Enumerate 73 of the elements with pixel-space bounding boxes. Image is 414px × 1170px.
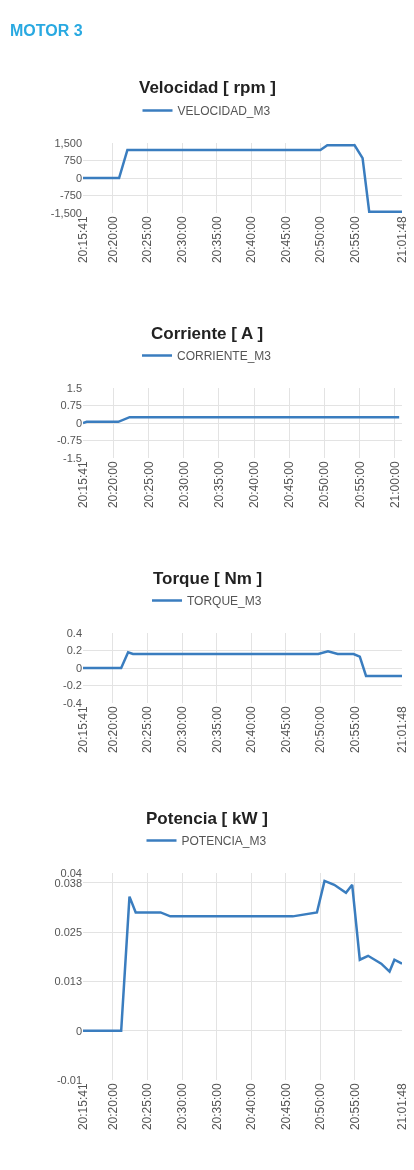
x-tick-label: 20:50:00 bbox=[313, 706, 328, 754]
y-tick-label: 1.5 bbox=[66, 381, 82, 394]
x-tick-label: 21:01:48 bbox=[394, 216, 409, 264]
x-tick-label: 20:55:00 bbox=[347, 706, 362, 754]
x-tick-label: 20:50:00 bbox=[317, 461, 332, 509]
x-tick-label: 20:25:00 bbox=[140, 706, 155, 754]
chart-title: Corriente [ A ] bbox=[151, 324, 264, 343]
x-tick-label: 20:15:41 bbox=[75, 1083, 90, 1131]
y-tick-label: -1,500 bbox=[50, 206, 82, 219]
x-tick-label: 20:35:00 bbox=[209, 1083, 224, 1131]
y-tick-label: 0 bbox=[75, 1024, 82, 1037]
x-tick-label: 20:45:00 bbox=[278, 706, 293, 754]
text: MOTOR 3 bbox=[10, 22, 83, 39]
y-tick-label: 1,500 bbox=[54, 136, 82, 149]
y-tick-label: 0.2 bbox=[66, 644, 82, 657]
x-tick-label: 20:45:00 bbox=[278, 1083, 293, 1131]
y-tick-label: -750 bbox=[59, 189, 82, 202]
x-tick-label: 20:55:00 bbox=[347, 1083, 362, 1131]
x-tick-label: 21:00:00 bbox=[387, 461, 402, 509]
x-tick-label: 20:20:00 bbox=[105, 706, 120, 754]
line-series bbox=[83, 144, 402, 213]
legend-label: POTENCIA_M3 bbox=[181, 834, 267, 849]
y-tick-label: 0.038 bbox=[54, 876, 82, 889]
x-tick-label: 20:35:00 bbox=[209, 216, 224, 264]
y-tick-label: -0.75 bbox=[56, 434, 82, 447]
x-tick-label: 20:35:00 bbox=[209, 706, 224, 754]
x-tick-label: 20:45:00 bbox=[278, 216, 293, 264]
y-tick-label: -0.2 bbox=[63, 679, 82, 692]
x-tick-label: 21:01:48 bbox=[394, 1083, 409, 1131]
x-tick-label: 20:20:00 bbox=[105, 1083, 120, 1131]
x-tick-label: 20:25:00 bbox=[140, 216, 155, 264]
x-tick-label: 20:55:00 bbox=[347, 216, 362, 264]
x-tick-label: 20:15:41 bbox=[75, 216, 90, 264]
y-tick-label: -0.4 bbox=[63, 696, 82, 709]
y-tick-label: 750 bbox=[63, 154, 82, 167]
x-tick-label: 20:25:00 bbox=[140, 1083, 155, 1131]
x-tick-label: 20:40:00 bbox=[244, 706, 259, 754]
y-tick-label: 0.75 bbox=[60, 399, 82, 412]
chart-title: Velocidad [ rpm ] bbox=[139, 78, 276, 97]
x-tick-label: 20:35:00 bbox=[211, 461, 226, 509]
x-tick-label: 21:01:48 bbox=[394, 706, 409, 754]
line-series bbox=[83, 650, 402, 678]
x-tick-label: 20:55:00 bbox=[352, 461, 367, 509]
x-tick-label: 20:30:00 bbox=[174, 216, 189, 264]
x-tick-label: 20:50:00 bbox=[313, 1083, 328, 1131]
x-tick-label: 20:20:00 bbox=[106, 461, 121, 509]
x-tick-label: 20:50:00 bbox=[313, 216, 328, 264]
legend-label: CORRIENTE_M3 bbox=[177, 349, 272, 364]
x-tick-label: 20:30:00 bbox=[174, 706, 189, 754]
y-tick-label: 0 bbox=[75, 416, 82, 429]
legend-label: VELOCIDAD_M3 bbox=[177, 104, 271, 119]
x-tick-label: 20:40:00 bbox=[247, 461, 262, 509]
x-tick-label: 20:20:00 bbox=[105, 216, 120, 264]
y-tick-label: 0.013 bbox=[54, 975, 82, 988]
y-tick-label: -1.5 bbox=[63, 451, 82, 464]
x-tick-label: 20:25:00 bbox=[141, 461, 156, 509]
x-tick-label: 20:40:00 bbox=[244, 1083, 259, 1131]
x-tick-label: 20:45:00 bbox=[282, 461, 297, 509]
chart-title: Potencia [ kW ] bbox=[146, 809, 268, 828]
line-series bbox=[83, 879, 402, 1032]
y-tick-label: 0 bbox=[75, 661, 82, 674]
y-tick-label: 0.025 bbox=[54, 925, 82, 938]
y-tick-label: 0 bbox=[75, 171, 82, 184]
x-tick-label: 20:40:00 bbox=[244, 216, 259, 264]
chart-title: Torque [ Nm ] bbox=[153, 569, 263, 588]
x-tick-label: 20:15:41 bbox=[75, 706, 90, 754]
x-tick-label: 20:30:00 bbox=[176, 461, 191, 509]
y-tick-label: 0.4 bbox=[66, 626, 82, 639]
x-tick-label: 20:30:00 bbox=[174, 1083, 189, 1131]
y-tick-label: -0.01 bbox=[56, 1073, 82, 1086]
y-tick-label: 0.04 bbox=[60, 866, 82, 879]
x-tick-label: 20:15:41 bbox=[75, 461, 90, 509]
legend-label: TORQUE_M3 bbox=[187, 594, 262, 609]
